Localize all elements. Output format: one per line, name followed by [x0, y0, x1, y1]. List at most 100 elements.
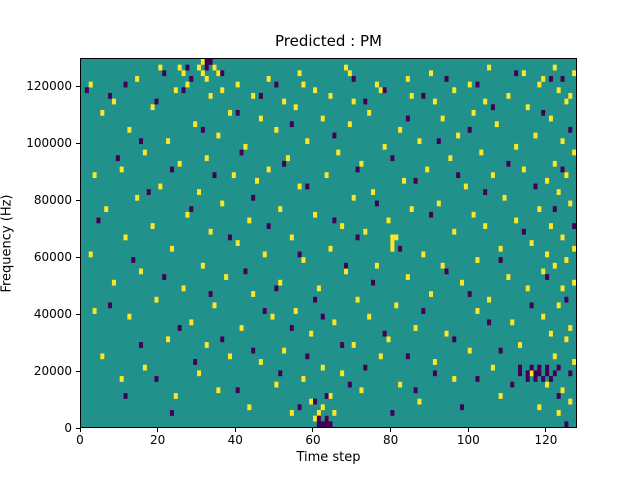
heatmap-cell-low: [220, 336, 225, 343]
heatmap-cell-low: [96, 217, 101, 224]
heatmap-cell-low: [289, 325, 294, 331]
heatmap-cell-high: [216, 387, 221, 394]
x-tick-mark: [157, 428, 159, 432]
heatmap-cell-high: [359, 160, 364, 167]
x-tick-mark: [390, 428, 392, 432]
heatmap-cell-high: [545, 177, 550, 184]
heatmap-cell-low: [189, 75, 194, 82]
y-tick-label: 100000: [26, 135, 72, 150]
heatmap-cell-low: [115, 155, 120, 162]
heatmap-cell-low: [262, 308, 267, 314]
heatmap-cell-high: [293, 308, 298, 314]
heatmap-cell-low: [390, 155, 395, 162]
heatmap-cell-high: [351, 194, 356, 201]
heatmap-cell-high: [514, 217, 519, 224]
heatmap-cell-low: [266, 223, 271, 229]
heatmap-cell-high: [88, 81, 93, 88]
heatmap-cell-high: [154, 296, 159, 303]
heatmap-cell-high: [313, 87, 318, 94]
heatmap-cell-high: [552, 353, 557, 360]
heatmap-cell-low: [545, 274, 550, 280]
heatmap-cell-low: [243, 268, 248, 275]
heatmap-cell-low: [525, 376, 530, 382]
heatmap-cell-low: [405, 353, 410, 360]
heatmap-cell-low: [208, 59, 213, 65]
heatmap-cell-low: [459, 404, 465, 411]
heatmap-cell-low: [343, 262, 348, 269]
heatmap-cell-high: [235, 240, 240, 246]
heatmap-cell-high: [552, 160, 557, 167]
heatmap-cell-high: [293, 104, 298, 111]
heatmap-cell-high: [409, 92, 414, 99]
heatmap-cell-low: [251, 347, 256, 354]
heatmap-cell-high: [386, 217, 391, 224]
heatmap-cell-high: [440, 115, 445, 122]
heatmap-cell-low: [351, 75, 356, 82]
heatmap-cell-high: [548, 330, 553, 337]
heatmap-cell-low: [541, 109, 546, 116]
heatmap-cell-high: [239, 325, 244, 331]
heatmap-cell-high: [564, 336, 569, 343]
y-tick-mark: [76, 142, 80, 144]
heatmap-cell-high: [444, 330, 449, 337]
heatmap-cell-high: [347, 70, 352, 77]
heatmap-cell-high: [343, 268, 348, 275]
heatmap-cell-low: [177, 325, 182, 331]
heatmap-cell-low: [251, 194, 256, 201]
heatmap-cell-low: [475, 81, 480, 88]
heatmap-cell-high: [142, 149, 147, 156]
heatmap-cell-high: [490, 364, 495, 371]
heatmap-cell-low: [332, 132, 337, 139]
heatmap-cell-high: [336, 149, 341, 156]
heatmap-cell-low: [289, 121, 294, 128]
heatmap-cell-high: [297, 70, 302, 77]
heatmap-cell-high: [479, 149, 484, 156]
heatmap-cell-high: [208, 228, 213, 235]
heatmap-cell-high: [374, 262, 379, 269]
heatmap-cell-low: [490, 104, 495, 111]
heatmap-cell-high: [185, 211, 190, 218]
y-tick-label: 40000: [33, 306, 72, 321]
x-tick-label: 20: [150, 433, 166, 447]
heatmap-cell-low: [320, 313, 325, 320]
heatmap-cell-low: [545, 370, 550, 377]
x-tick-mark: [234, 428, 236, 432]
heatmap-cell-low: [332, 217, 337, 224]
heatmap-cell-high: [177, 64, 182, 71]
heatmap-cell-low: [487, 319, 492, 326]
heatmap-cell-high: [548, 115, 553, 122]
heatmap-cell-high: [525, 285, 530, 292]
heatmap-cell-low: [305, 353, 310, 360]
heatmap-cell-high: [274, 381, 279, 388]
heatmap-cell-low: [313, 296, 318, 303]
y-tick-label: 20000: [33, 363, 72, 378]
chart-title: Predicted : PM: [275, 32, 382, 50]
heatmap-cell-high: [343, 64, 348, 71]
heatmap-cell-low: [139, 138, 144, 145]
heatmap-cell-high: [158, 64, 163, 71]
heatmap-cell-high: [282, 98, 287, 105]
heatmap-cell-high: [487, 64, 492, 71]
heatmap-cell-low: [517, 364, 523, 371]
heatmap-cell-high: [332, 410, 337, 416]
heatmap-cell-high: [471, 109, 476, 116]
heatmap-cell-high: [251, 92, 256, 99]
heatmap-cell-high: [552, 64, 557, 71]
heatmap-cell-high: [432, 98, 437, 105]
heatmap-cell-high: [401, 177, 406, 184]
heatmap-cell-high: [487, 296, 492, 303]
heatmap-cell-low: [564, 421, 569, 427]
heatmap-cell-high: [289, 234, 294, 241]
heatmap-cell-high: [193, 121, 198, 128]
heatmap-cell-high: [452, 87, 457, 94]
heatmap-cell-low: [324, 421, 329, 427]
heatmap-cell-low: [560, 166, 565, 173]
heatmap-cell-high: [204, 75, 209, 82]
heatmap-cell-low: [421, 92, 426, 99]
heatmap-cell-high: [255, 177, 260, 184]
heatmap-cell-low: [146, 189, 151, 196]
heatmap-cell-low: [297, 251, 302, 258]
heatmap-cell-high: [216, 132, 221, 139]
heatmap-cell-low: [189, 206, 194, 213]
heatmap-cell-low: [123, 81, 128, 88]
